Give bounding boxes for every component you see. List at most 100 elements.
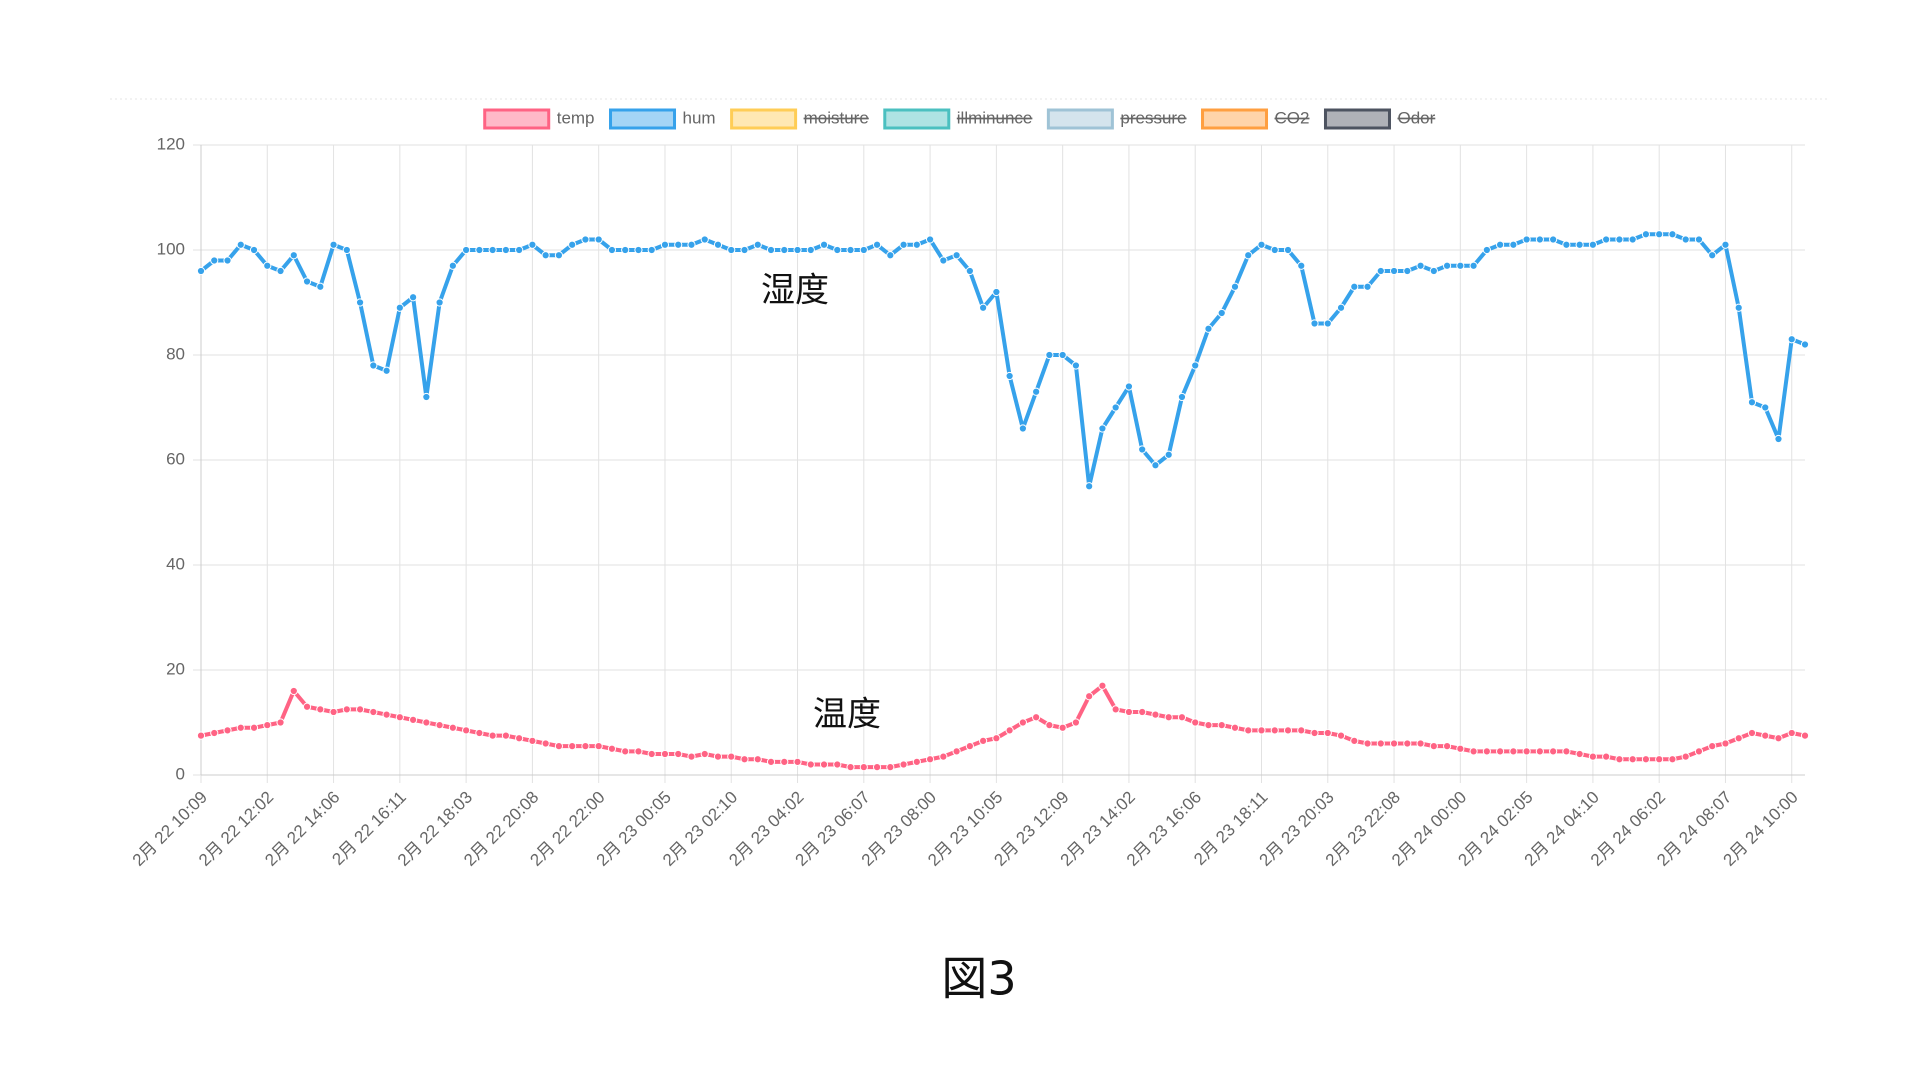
point xyxy=(1496,747,1505,756)
point xyxy=(1549,235,1558,244)
point xyxy=(1005,371,1014,381)
point xyxy=(819,240,829,249)
point xyxy=(1124,707,1134,717)
point xyxy=(1615,235,1624,244)
point xyxy=(355,298,365,307)
point xyxy=(1496,240,1505,249)
point xyxy=(1389,739,1399,748)
point xyxy=(369,707,378,717)
point xyxy=(1363,739,1372,748)
point xyxy=(1694,235,1704,244)
point xyxy=(1442,261,1452,270)
point xyxy=(660,240,670,249)
point xyxy=(1045,721,1054,730)
legend-swatch xyxy=(1323,108,1391,130)
point xyxy=(925,755,935,764)
point xyxy=(488,731,497,740)
point xyxy=(223,726,232,735)
point xyxy=(1602,235,1611,244)
point xyxy=(1297,261,1306,270)
point xyxy=(952,251,961,260)
legend-swatch xyxy=(883,108,951,130)
point xyxy=(1628,755,1637,764)
point xyxy=(289,251,298,260)
point xyxy=(1164,450,1173,459)
point xyxy=(1045,350,1054,360)
point xyxy=(1482,245,1491,255)
point xyxy=(1535,747,1544,756)
point xyxy=(422,392,431,402)
point xyxy=(1429,742,1438,751)
point xyxy=(1177,392,1187,402)
point xyxy=(196,266,206,276)
point xyxy=(1005,726,1014,735)
point xyxy=(1787,335,1796,344)
point xyxy=(289,686,298,696)
point xyxy=(1270,726,1279,735)
point xyxy=(979,736,988,745)
point xyxy=(276,266,285,276)
point xyxy=(1403,266,1412,276)
point xyxy=(700,749,709,759)
point xyxy=(727,245,736,255)
point xyxy=(395,713,404,722)
legend-item: temp xyxy=(483,108,595,130)
point xyxy=(594,235,603,244)
point xyxy=(1376,739,1385,748)
point xyxy=(1297,726,1306,735)
point xyxy=(302,702,312,711)
point xyxy=(846,763,855,772)
point xyxy=(793,757,802,766)
point xyxy=(1164,713,1173,722)
point xyxy=(210,728,219,738)
point xyxy=(581,235,590,244)
point xyxy=(1416,261,1425,270)
point xyxy=(1708,742,1717,751)
point xyxy=(965,266,974,276)
point xyxy=(1230,723,1240,732)
point xyxy=(952,747,961,756)
point xyxy=(342,705,351,714)
point xyxy=(1429,266,1438,276)
point xyxy=(1442,742,1452,751)
point xyxy=(408,715,418,724)
point xyxy=(488,245,497,255)
point xyxy=(408,293,418,302)
legend-label: pressure xyxy=(1120,108,1186,127)
point xyxy=(1800,731,1810,740)
point xyxy=(1641,230,1651,239)
point xyxy=(554,742,564,751)
point xyxy=(448,723,457,732)
point xyxy=(1085,482,1094,491)
point xyxy=(1270,245,1279,255)
point xyxy=(965,742,974,751)
point xyxy=(1310,319,1319,328)
point xyxy=(1575,240,1584,249)
point xyxy=(1509,747,1518,756)
point xyxy=(1628,235,1637,244)
point xyxy=(395,303,404,312)
point xyxy=(263,261,272,270)
point xyxy=(992,287,1001,297)
point xyxy=(925,235,935,244)
point xyxy=(1416,739,1425,748)
point xyxy=(1761,731,1770,740)
point xyxy=(713,752,723,761)
point xyxy=(886,251,895,260)
point xyxy=(1283,245,1293,255)
point xyxy=(899,760,908,769)
legend-item: moisture xyxy=(730,108,869,130)
point xyxy=(793,245,802,255)
point xyxy=(1575,749,1584,759)
point xyxy=(1191,718,1200,727)
point xyxy=(196,731,206,740)
point xyxy=(621,245,630,255)
point xyxy=(753,240,762,249)
point xyxy=(1456,261,1465,270)
point xyxy=(1018,718,1027,727)
point xyxy=(355,705,365,714)
point xyxy=(581,742,590,751)
point xyxy=(1204,721,1213,730)
point xyxy=(912,240,921,249)
point xyxy=(1230,282,1240,291)
